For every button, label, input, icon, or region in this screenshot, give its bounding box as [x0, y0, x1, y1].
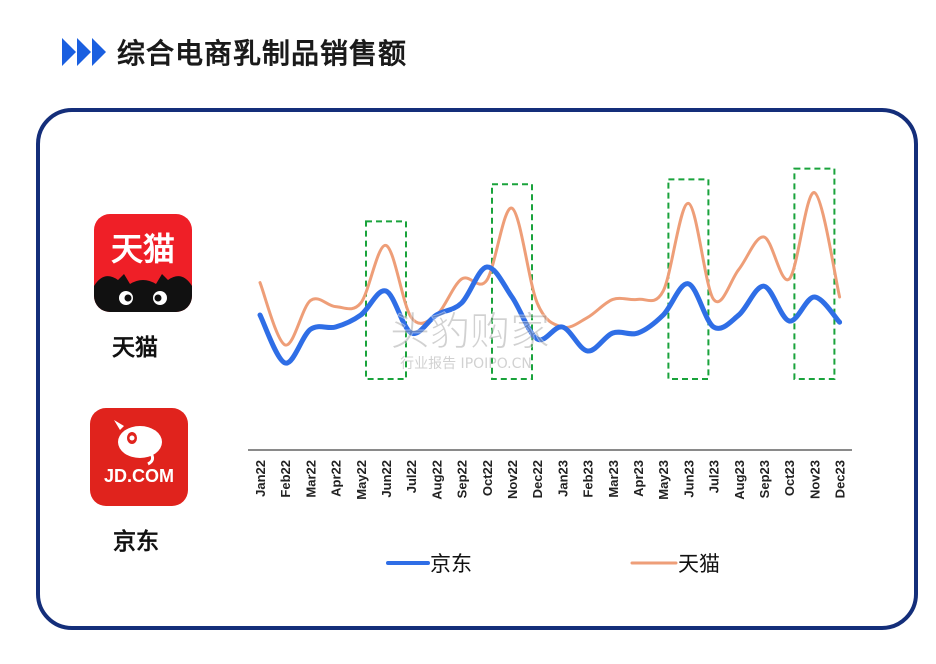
legend-jd-label: 京东 — [430, 552, 472, 576]
tmall-label: 天猫 — [112, 335, 158, 361]
x-tick-label: Jul23 — [707, 460, 722, 493]
chart-card — [36, 108, 918, 630]
jd-logo-text: JD.COM — [103, 466, 174, 486]
x-tick-label: Apr22 — [329, 460, 344, 497]
x-tick-label: Feb23 — [581, 460, 596, 498]
jd-logo: JD.COM — [90, 408, 188, 506]
highlight-box-nov23 — [793, 167, 836, 380]
watermark-sub: 行业报告 IPOIPO.CN — [400, 356, 532, 372]
tmall-logo-text: 天猫 — [110, 230, 175, 268]
highlight-box-jun22 — [365, 220, 407, 380]
x-tick-label: Jan23 — [555, 460, 570, 497]
header: 综合电商乳制品销售额 — [62, 30, 407, 74]
legend: 京东 天猫 — [386, 552, 720, 576]
x-tick-label: Oct22 — [480, 460, 495, 496]
x-tick-label: Mar23 — [606, 460, 621, 498]
jd-label: 京东 — [113, 529, 159, 555]
page-title: 综合电商乳制品销售额 — [117, 37, 408, 70]
x-tick-label: May23 — [656, 460, 671, 500]
watermark-main: 头豹购家 — [390, 309, 550, 355]
x-tick-label: Jan22 — [253, 460, 268, 497]
legend-tmall-label: 天猫 — [678, 552, 720, 576]
jd-dog-icon — [114, 420, 162, 466]
x-tick-label: Aug23 — [732, 460, 747, 500]
series-lines — [257, 191, 843, 366]
x-tick-label: Jul22 — [404, 460, 419, 493]
x-tick-label: Oct23 — [782, 460, 797, 496]
highlight-box-jun23 — [667, 178, 710, 380]
title-arrows-icon — [62, 38, 107, 66]
x-tick-label: May22 — [354, 460, 369, 500]
tmall-cat-icon — [94, 274, 192, 312]
x-tick-label: Nov22 — [505, 460, 520, 499]
x-tick-label: Apr23 — [631, 460, 646, 497]
x-axis-ticks: Jan22 Feb22 Mar22 Apr22 May22 Jun22 Jul22 Aug22… — [253, 460, 848, 500]
x-tick-label: Dec22 — [530, 460, 545, 498]
x-tick-label: Jun22 — [379, 460, 394, 498]
x-tick-label: Nov23 — [807, 460, 822, 499]
x-tick-label: Mar22 — [303, 460, 318, 498]
series-line-jd — [257, 264, 843, 366]
x-tick-label: Feb22 — [278, 460, 293, 498]
watermark: 头豹购家 行业报告 IPOIPO.CN — [390, 309, 551, 373]
tmall-logo: 天猫 — [94, 214, 192, 312]
series-line-tmall — [258, 191, 842, 347]
x-tick-label: Sep22 — [455, 460, 470, 498]
x-tick-label: Sep23 — [757, 460, 772, 498]
x-tick-label: Dec23 — [833, 460, 848, 498]
highlight-box-nov22 — [491, 183, 533, 380]
x-tick-label: Jun23 — [681, 460, 696, 498]
x-tick-label: Aug22 — [429, 460, 444, 500]
